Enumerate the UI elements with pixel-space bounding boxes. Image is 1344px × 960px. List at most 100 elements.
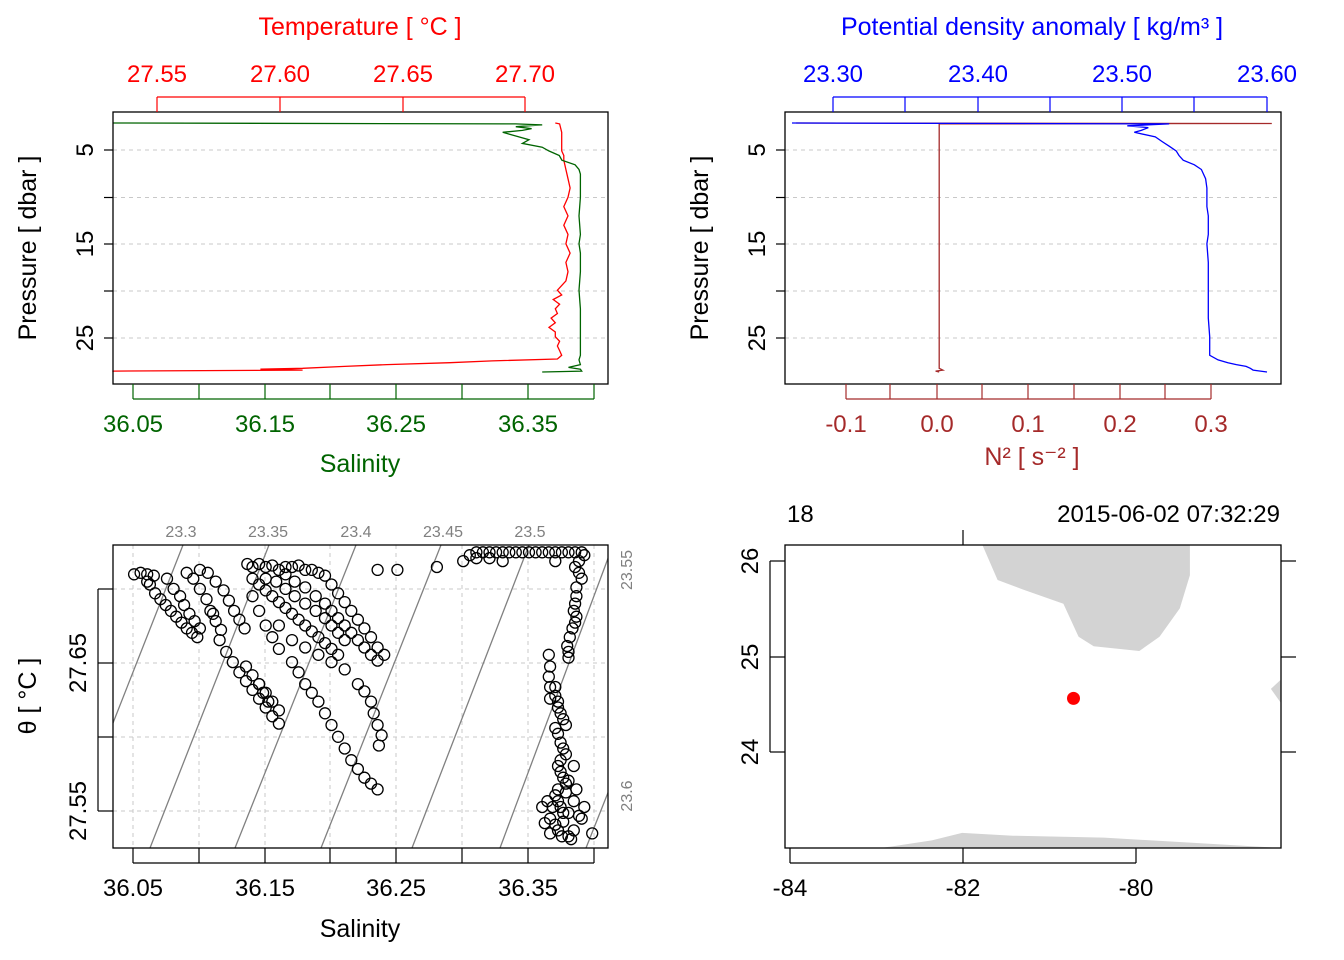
ts-point-222 [546,800,559,814]
density-tick-3: 23.50 [1092,61,1152,88]
ts-point-40 [226,655,239,669]
ts-profile-ytick-15: 15 [72,231,99,258]
ts-point-84 [259,572,272,585]
land-polygons [785,545,1281,848]
ts-point-234 [543,827,557,840]
ts-point-131 [338,663,351,676]
ts-point-99 [325,604,338,618]
ts-point-175 [470,552,483,565]
n2-tick-3: 0.1 [1011,411,1044,438]
ts-point-104 [358,641,371,654]
ts-point-89 [309,604,322,618]
ts-point-196 [549,689,562,702]
ts-point-82 [325,642,338,656]
density-axis [832,96,1268,112]
ts-point-22 [180,566,193,579]
ts-point-62 [272,563,286,577]
ts-point-79 [305,625,318,638]
ts-point-139 [325,578,338,591]
ts-point-179 [570,581,583,594]
ts-point-114 [299,677,312,691]
ts-point-77 [292,613,305,626]
ts-point-39 [220,645,233,659]
ts-point-55 [256,686,270,699]
isopycnal-23.3 [113,545,184,724]
ts-point-30 [201,566,214,579]
ts-point-239 [578,800,591,814]
ts-point-76 [285,607,299,620]
ts-point-159 [509,546,522,559]
salinity-tick-1: 36.05 [103,411,163,438]
density-profile-grid [785,149,1281,339]
ts-point-66 [299,563,312,577]
ts-point-134 [364,695,378,708]
ts-diagram-xtick-4: 36.35 [498,875,558,902]
ts-point-123 [358,771,371,784]
density-profile-line [791,122,1268,373]
ts-point-101 [338,619,351,632]
ts-point-138 [372,739,386,752]
ts-point-91 [325,619,338,632]
ts-point-238 [575,812,588,825]
ts-point-144 [358,622,371,635]
ts-point-187 [561,639,574,653]
ts-point-48 [239,660,253,673]
ts-point-92 [331,626,345,639]
density-profile-ytick-5: 5 [744,143,771,156]
ts-point-116 [312,695,325,708]
ts-point-198 [551,701,565,714]
ts-diagram-ytick-1: 27.65 [65,633,92,693]
ts-point-20 [188,614,201,628]
ts-point-106 [371,654,384,667]
ts-profile-ytick-5: 5 [72,143,99,156]
isopycnal-23.5 [411,545,530,848]
ts-point-145 [364,631,378,644]
ts-profile-frame [112,111,609,385]
ts-point-94 [279,568,292,581]
isopycnal-label-23.6: 23.6 [619,780,636,811]
isopycnal-label-23.4: 23.4 [340,524,371,541]
ts-point-202 [549,721,562,735]
ts-point-112 [285,655,299,669]
ts-point-74 [272,595,286,609]
ts-point-176 [483,552,496,565]
ts-point-14 [147,569,160,582]
ts-diagram-yticks [97,588,113,812]
ts-point-88 [299,597,312,610]
temperature-tick-4: 27.70 [495,61,555,88]
ts-point-195 [549,680,562,694]
map-lon-tick-2: -82 [946,875,981,902]
ts-point-182 [567,604,580,618]
ts-point-87 [288,590,301,603]
ts-point-204 [554,736,567,749]
ts-point-161 [522,546,536,559]
ts-point-122 [351,762,365,776]
salinity-axis [132,384,595,400]
land-cuba [785,832,1281,848]
ts-point-58 [246,560,259,574]
station-map-panel: -84 -82 -80 24 25 26 18 2015-06-02 07:32… [737,501,1296,902]
station-time-label: 2015-06-02 07:32:29 [1057,501,1280,528]
ts-point-218 [562,774,575,787]
isopycnal-label-23.55: 23.55 [619,550,636,590]
ts-point-73 [266,590,279,603]
ts-point-67 [305,563,318,577]
ts-point-184 [568,616,582,629]
map-lon-tick-1: -84 [773,875,808,902]
station-map-frame [784,544,1282,849]
ts-diagram-ylabel: θ [ °C ] [14,658,42,735]
station-marker [1067,691,1080,705]
ts-scatter-points [127,546,599,846]
ts-point-111 [272,642,286,656]
ts-point-47 [272,717,286,730]
ts-point-188 [562,645,575,659]
ts-point-148 [371,563,384,577]
salinity-axis-label: Salinity [320,450,401,478]
ts-point-33 [222,594,236,607]
ts-diagram-xtick-2: 36.15 [235,875,295,902]
ts-diagram-grid [113,545,608,848]
density-axis-label: Potential density anomaly [ kg/m³ ] [841,13,1223,41]
ts-point-228 [567,795,580,808]
ts-point-146 [371,641,384,654]
